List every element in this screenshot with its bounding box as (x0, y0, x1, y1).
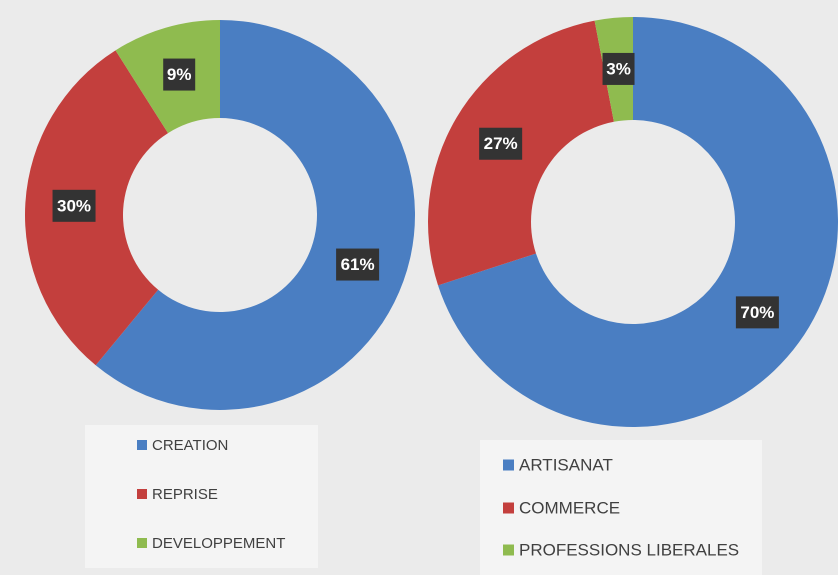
legend-label: DEVELOPPEMENT (152, 535, 285, 552)
data-label-box (163, 58, 196, 91)
data-label-box (602, 52, 635, 85)
legend-swatch (503, 459, 514, 471)
data-label-box (735, 296, 779, 329)
data-label: 70% (740, 303, 774, 322)
legend-swatch (503, 502, 514, 514)
data-label: 9% (167, 65, 192, 84)
legend-label: REPRISE (152, 486, 218, 503)
donut-slice (95, 20, 416, 410)
legend-label: PROFESSIONS LIBERALES (519, 540, 739, 559)
legend-box (85, 425, 318, 568)
legend-swatch (137, 440, 147, 450)
data-label-box (479, 127, 523, 160)
legend-swatch (137, 489, 147, 499)
legend-label: COMMERCE (519, 498, 620, 517)
legend-swatch (503, 544, 514, 556)
data-label-box (52, 189, 96, 222)
data-label-box (336, 248, 380, 281)
legend-swatch (137, 538, 147, 548)
legend-label: CREATION (152, 437, 228, 454)
legend-label: ARTISANAT (519, 455, 613, 474)
data-label: 27% (484, 134, 518, 153)
data-label: 30% (57, 196, 91, 215)
data-label: 3% (606, 59, 631, 78)
donut-slice (24, 50, 169, 366)
legend-box (480, 440, 762, 575)
data-label: 61% (341, 255, 375, 274)
